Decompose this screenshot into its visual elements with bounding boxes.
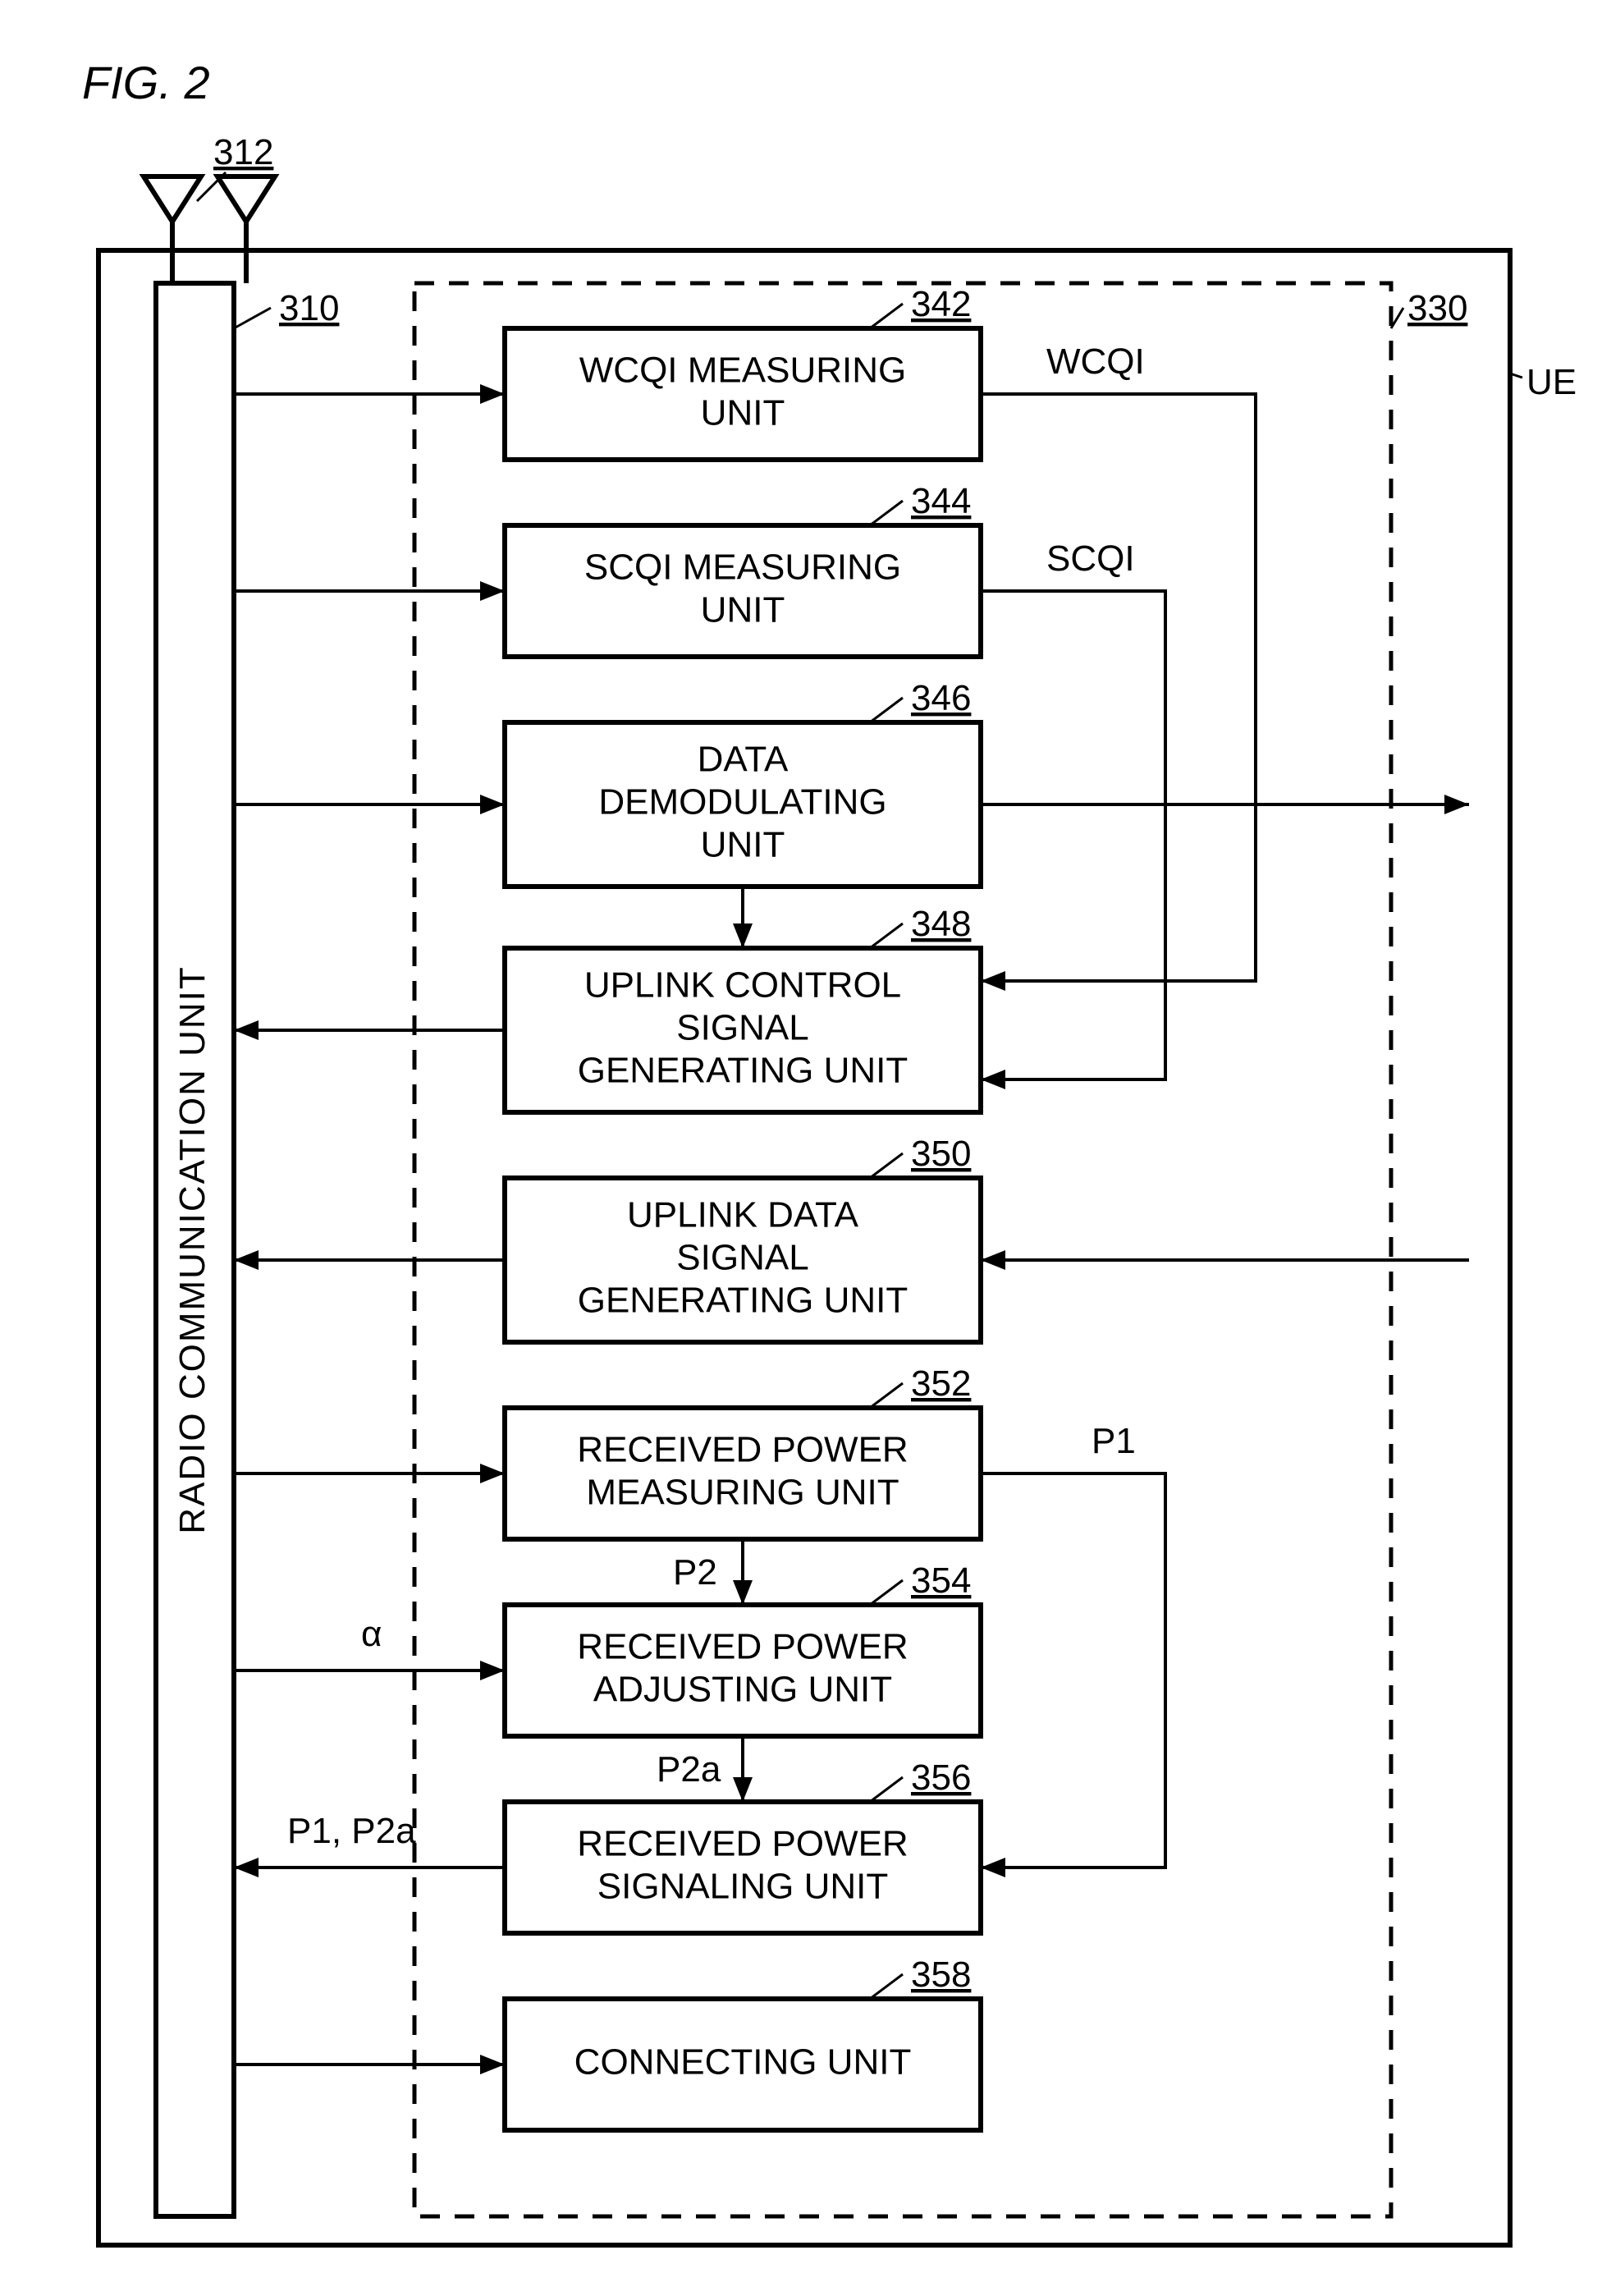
svg-text:UNIT: UNIT <box>701 393 785 433</box>
svg-text:WCQI MEASURING: WCQI MEASURING <box>579 351 906 391</box>
svg-text:MEASURING UNIT: MEASURING UNIT <box>586 1473 899 1513</box>
svg-text:UNIT: UNIT <box>701 825 785 865</box>
svg-text:DEMODULATING: DEMODULATING <box>598 782 886 823</box>
svg-text:GENERATING UNIT: GENERATING UNIT <box>578 1051 908 1091</box>
svg-text:WCQI: WCQI <box>1046 341 1145 382</box>
svg-text:354: 354 <box>911 1560 971 1601</box>
svg-text:RECEIVED POWER: RECEIVED POWER <box>577 1824 908 1864</box>
svg-text:312: 312 <box>213 132 273 172</box>
svg-text:α: α <box>361 1614 382 1654</box>
svg-text:RECEIVED POWER: RECEIVED POWER <box>577 1627 908 1667</box>
svg-text:SIGNALING UNIT: SIGNALING UNIT <box>597 1867 889 1907</box>
svg-text:UE: UE <box>1526 362 1577 402</box>
svg-text:SCQI: SCQI <box>1046 538 1135 579</box>
svg-text:SIGNAL: SIGNAL <box>676 1008 808 1048</box>
svg-text:ADJUSTING UNIT: ADJUSTING UNIT <box>593 1670 892 1710</box>
svg-text:356: 356 <box>911 1758 971 1798</box>
svg-text:350: 350 <box>911 1134 971 1174</box>
svg-text:352: 352 <box>911 1363 971 1404</box>
svg-text:342: 342 <box>911 284 971 324</box>
svg-text:UNIT: UNIT <box>701 590 785 630</box>
svg-text:GENERATING UNIT: GENERATING UNIT <box>578 1281 908 1321</box>
svg-text:SCQI MEASURING: SCQI MEASURING <box>584 548 901 588</box>
svg-text:P2: P2 <box>673 1552 717 1593</box>
svg-text:FIG. 2: FIG. 2 <box>82 57 210 108</box>
svg-text:310: 310 <box>279 288 339 328</box>
svg-text:346: 346 <box>911 678 971 718</box>
svg-text:RADIO COMMUNICATION UNIT: RADIO COMMUNICATION UNIT <box>172 965 213 1534</box>
svg-text:P1: P1 <box>1092 1421 1136 1461</box>
svg-text:P2a: P2a <box>657 1749 721 1790</box>
svg-text:344: 344 <box>911 481 971 521</box>
svg-text:RECEIVED POWER: RECEIVED POWER <box>577 1430 908 1470</box>
svg-text:348: 348 <box>911 904 971 944</box>
svg-text:SIGNAL: SIGNAL <box>676 1238 808 1278</box>
svg-text:UPLINK CONTROL: UPLINK CONTROL <box>584 965 901 1006</box>
svg-text:DATA: DATA <box>698 740 789 780</box>
svg-text:CONNECTING UNIT: CONNECTING UNIT <box>574 2042 912 2083</box>
svg-text:P1, P2a: P1, P2a <box>287 1811 416 1851</box>
svg-text:UPLINK DATA: UPLINK DATA <box>627 1195 859 1235</box>
svg-text:358: 358 <box>911 1955 971 1995</box>
svg-text:330: 330 <box>1407 288 1467 328</box>
